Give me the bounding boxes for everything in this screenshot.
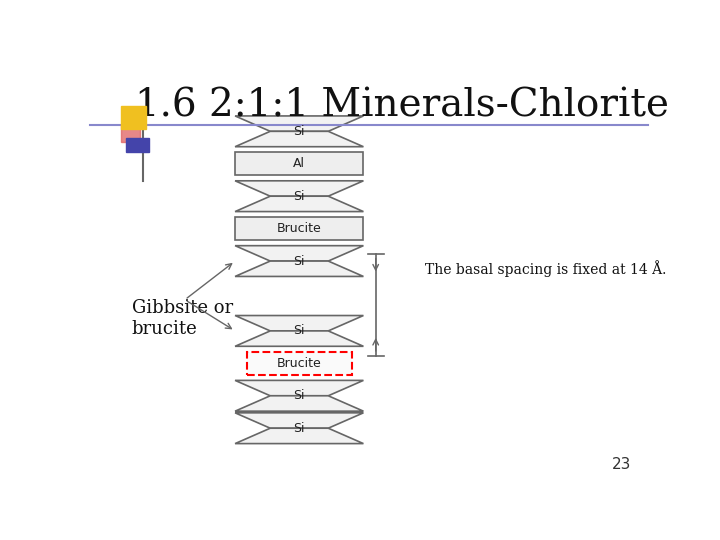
- Polygon shape: [235, 246, 364, 261]
- Polygon shape: [235, 261, 364, 276]
- Text: Si: Si: [294, 325, 305, 338]
- Polygon shape: [235, 196, 364, 212]
- Polygon shape: [235, 131, 364, 147]
- Text: 1.6 2:1:1 Minerals-Chlorite: 1.6 2:1:1 Minerals-Chlorite: [135, 87, 669, 125]
- Text: 23: 23: [612, 457, 631, 472]
- Bar: [235, 217, 364, 240]
- Bar: [235, 152, 364, 176]
- Bar: [121, 106, 145, 129]
- Polygon shape: [235, 116, 364, 131]
- Text: Brucite: Brucite: [277, 357, 322, 370]
- Polygon shape: [235, 413, 364, 428]
- Text: Si: Si: [294, 422, 305, 435]
- Polygon shape: [235, 428, 364, 443]
- Text: Si: Si: [294, 254, 305, 267]
- Text: Brucite: Brucite: [277, 222, 322, 235]
- Text: Si: Si: [294, 125, 305, 138]
- Polygon shape: [235, 396, 364, 411]
- Text: The basal spacing is fixed at 14 Å.: The basal spacing is fixed at 14 Å.: [425, 260, 666, 277]
- Bar: [247, 352, 352, 375]
- Text: Al: Al: [293, 157, 305, 170]
- Text: Gibbsite or
brucite: Gibbsite or brucite: [132, 299, 233, 338]
- Text: Si: Si: [294, 389, 305, 402]
- Polygon shape: [235, 181, 364, 196]
- Polygon shape: [235, 331, 364, 346]
- Polygon shape: [235, 315, 364, 331]
- Polygon shape: [235, 380, 364, 396]
- Bar: [121, 124, 140, 141]
- Text: Si: Si: [294, 190, 305, 202]
- Bar: [126, 138, 148, 152]
